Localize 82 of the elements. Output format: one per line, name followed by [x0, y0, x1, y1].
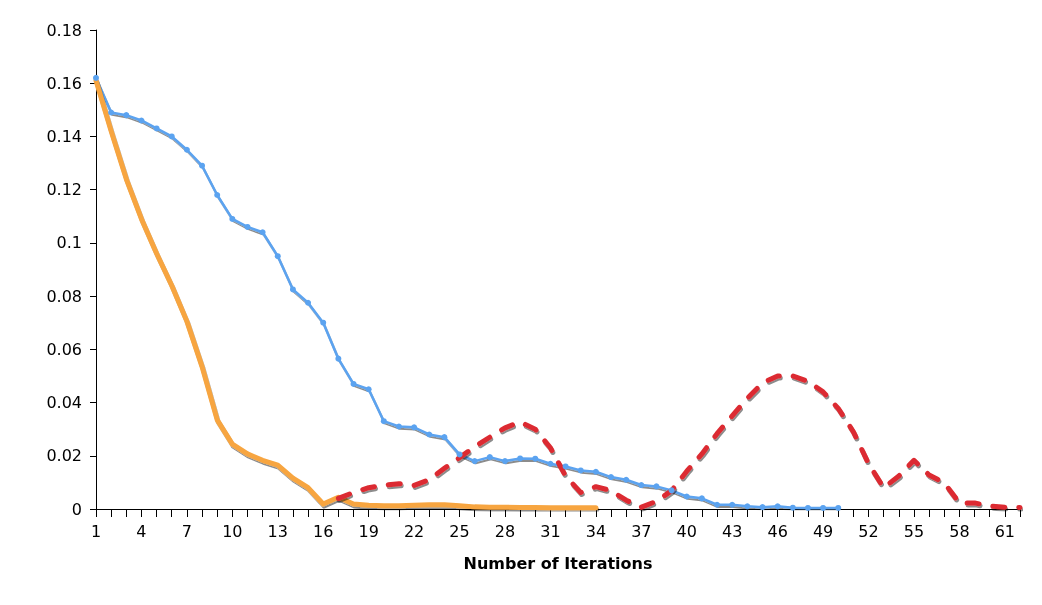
point — [93, 74, 99, 81]
point — [441, 434, 448, 441]
point — [608, 474, 615, 481]
point — [789, 504, 796, 511]
x-tick-label: 13 — [267, 521, 288, 541]
point — [501, 458, 508, 465]
point — [289, 286, 296, 293]
x-tick-label: 4 — [136, 521, 147, 541]
point — [214, 191, 221, 198]
point — [199, 162, 206, 169]
point — [835, 504, 842, 511]
point — [592, 468, 599, 475]
point — [138, 117, 145, 124]
point — [456, 451, 463, 458]
point — [668, 487, 675, 494]
x-tick-label: 19 — [358, 521, 379, 541]
point — [774, 503, 781, 510]
point — [320, 319, 327, 326]
point — [804, 504, 811, 511]
point — [108, 109, 115, 116]
y-tick-label: 0.08 — [46, 286, 82, 306]
point — [229, 215, 236, 222]
x-tick-label: 22 — [403, 521, 425, 541]
point — [729, 501, 736, 508]
x-axis-title: Number of Iterations — [463, 553, 653, 573]
point — [562, 463, 569, 470]
point — [517, 455, 524, 462]
point — [259, 229, 266, 236]
y-tick-label: 0.12 — [46, 180, 82, 200]
x-tick-label: 28 — [494, 521, 516, 541]
point — [380, 418, 387, 425]
point — [183, 146, 190, 153]
point — [532, 455, 539, 462]
x-tick-label: 10 — [222, 521, 243, 541]
point — [411, 424, 418, 431]
y-tick-label: 0.14 — [46, 126, 82, 146]
point — [486, 454, 493, 461]
point — [395, 423, 402, 430]
x-tick-label: 58 — [949, 521, 970, 541]
x-tick-label: 34 — [585, 521, 607, 541]
x-tick-label: 1 — [90, 521, 102, 541]
x-tick-label: 7 — [181, 521, 192, 541]
point — [820, 504, 827, 511]
y-tick-label: 0.06 — [46, 339, 82, 359]
point — [577, 467, 584, 474]
x-tick-label: 31 — [540, 521, 561, 541]
x-tick-label: 49 — [812, 521, 834, 541]
point — [365, 386, 372, 393]
y-tick-label: 0.16 — [46, 73, 82, 93]
point — [350, 380, 357, 387]
point — [244, 223, 251, 230]
x-tick-label: 37 — [631, 521, 652, 541]
point — [744, 503, 751, 510]
point — [714, 501, 721, 508]
y-tick-label: 0.02 — [46, 446, 82, 466]
y-tick-label: 0.18 — [46, 20, 82, 40]
point — [638, 482, 645, 489]
x-tick-label: 55 — [903, 521, 925, 541]
y-tick-label: 0 — [71, 499, 82, 519]
y-tick-label: 0.04 — [46, 393, 82, 413]
point — [153, 125, 160, 132]
x-tick-label: 46 — [767, 521, 788, 541]
point — [335, 355, 342, 362]
point — [759, 504, 766, 511]
point — [426, 431, 433, 438]
point — [123, 112, 130, 119]
point — [683, 493, 690, 500]
x-tick-label: 16 — [313, 521, 334, 541]
point — [623, 476, 630, 483]
point — [653, 483, 660, 490]
point — [168, 133, 175, 140]
x-tick-label: 61 — [994, 521, 1016, 541]
point — [274, 253, 281, 260]
y-tick-label: 0.1 — [56, 233, 82, 253]
x-tick-label: 52 — [858, 521, 879, 541]
point — [305, 299, 312, 306]
point — [547, 460, 554, 467]
point — [698, 495, 705, 502]
x-tick-label: 43 — [722, 521, 743, 541]
x-tick-label: 40 — [676, 521, 697, 541]
x-tick-label: 25 — [449, 521, 470, 541]
point — [471, 458, 478, 465]
